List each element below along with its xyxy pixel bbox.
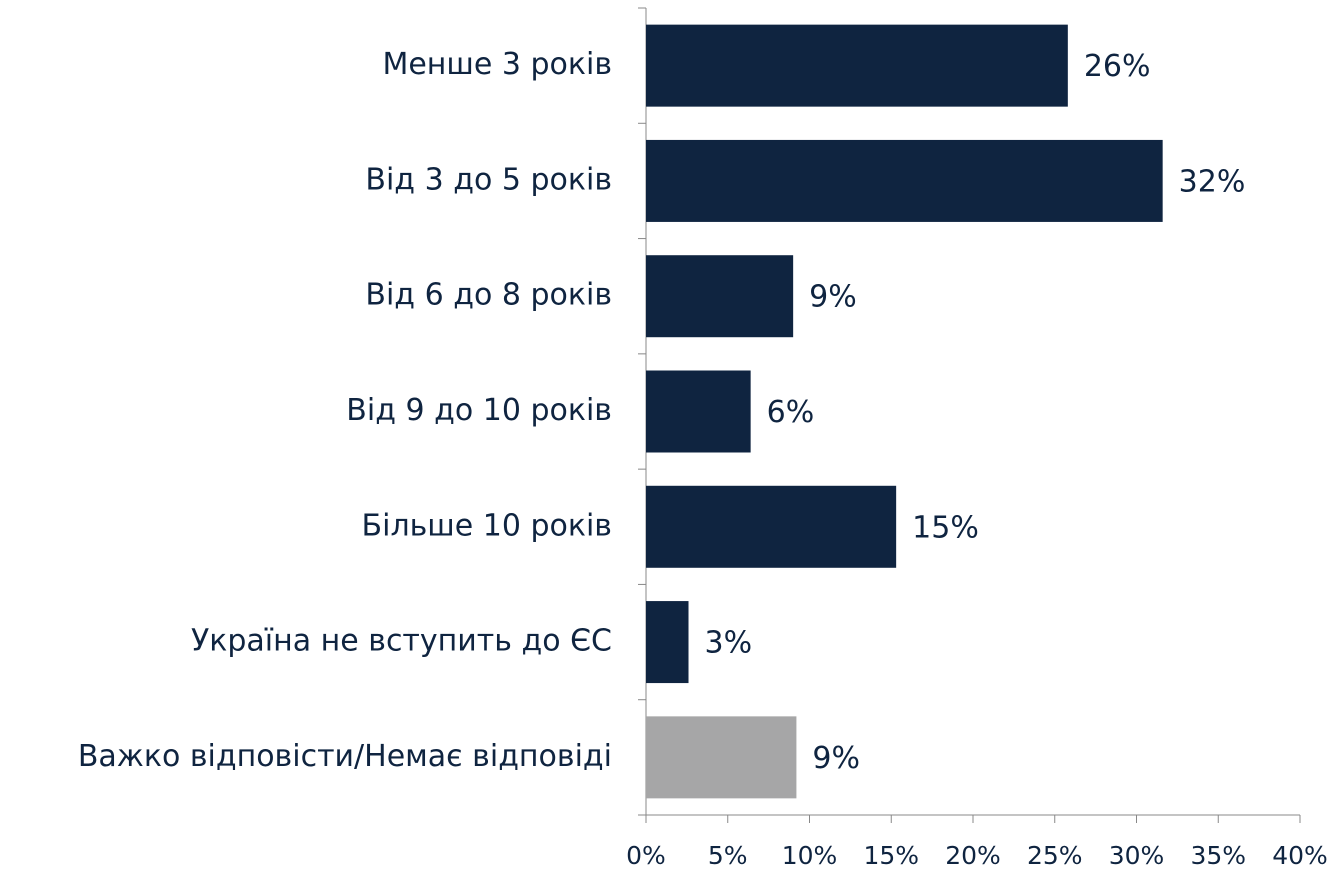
bar <box>646 255 794 338</box>
x-tick-label: 35% <box>1190 841 1246 869</box>
bar <box>646 485 897 568</box>
x-tick-label: 0% <box>626 841 666 869</box>
data-label: 9% <box>809 280 857 315</box>
bar <box>646 370 751 453</box>
data-label: 9% <box>812 741 860 776</box>
x-tick-label: 30% <box>1109 841 1165 869</box>
data-label: 15% <box>912 510 979 545</box>
y-tick-label: Більше 10 років <box>362 508 612 543</box>
data-label: 32% <box>1179 164 1246 199</box>
x-tick-label: 10% <box>782 841 838 869</box>
data-label: 26% <box>1084 49 1151 84</box>
x-tick-label: 25% <box>1027 841 1083 869</box>
x-tick-label: 20% <box>945 841 1001 869</box>
x-tick-label: 5% <box>708 841 748 869</box>
bar <box>646 139 1163 222</box>
y-tick-label: Україна не вступить до ЄС <box>191 624 612 659</box>
data-label: 3% <box>705 626 753 661</box>
x-tick-label: 15% <box>863 841 919 869</box>
y-tick-label: Від 6 до 8 років <box>365 278 612 313</box>
y-tick-label: Важко відповісти/Немає відповіді <box>78 739 612 774</box>
x-tick-label: 40% <box>1272 841 1328 869</box>
data-label: 6% <box>767 395 815 430</box>
y-tick-label: Від 9 до 10 років <box>346 393 612 428</box>
bar <box>646 24 1068 107</box>
y-tick-label: Менше 3 років <box>382 47 612 82</box>
y-tick-label: Від 3 до 5 років <box>365 162 612 197</box>
bar <box>646 716 797 799</box>
bar <box>646 601 689 684</box>
